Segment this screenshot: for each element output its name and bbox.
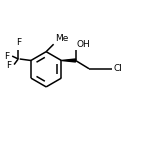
Text: Me: Me [55,34,69,43]
Text: F: F [7,61,12,70]
Polygon shape [61,59,76,62]
Text: F: F [4,52,9,61]
Text: Cl: Cl [114,64,123,73]
Text: F: F [16,38,21,47]
Text: OH: OH [76,40,90,48]
